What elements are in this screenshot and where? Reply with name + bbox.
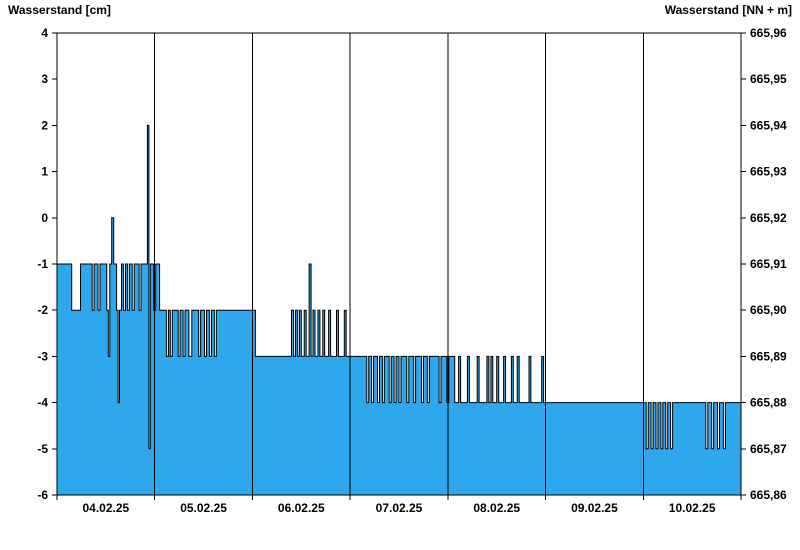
left-axis-tick-label: 1 — [41, 165, 48, 179]
left-axis-tick-label: -5 — [37, 442, 48, 456]
left-axis-tick-label: 0 — [41, 211, 48, 225]
right-axis-tick-label: 665,96 — [750, 26, 787, 40]
x-axis-tick-label: 07.02.25 — [376, 501, 423, 515]
x-axis-tick-label: 08.02.25 — [473, 501, 520, 515]
right-axis-tick-label: 665,92 — [750, 211, 787, 225]
right-axis-tick-label: 665,86 — [750, 488, 787, 502]
x-axis-tick-label: 10.02.25 — [669, 501, 716, 515]
x-axis-tick-label: 05.02.25 — [180, 501, 227, 515]
right-axis-tick-label: 665,88 — [750, 396, 787, 410]
x-axis-tick-label: 04.02.25 — [82, 501, 129, 515]
series-line — [57, 124, 741, 450]
left-axis-tick-label: -4 — [37, 396, 48, 410]
left-axis-tick-label: 3 — [41, 72, 48, 86]
left-axis-tick-label: -3 — [37, 349, 48, 363]
left-axis-tick-label: -2 — [37, 303, 48, 317]
right-axis-tick-label: 665,94 — [750, 118, 787, 132]
x-axis-tick-label: 06.02.25 — [278, 501, 325, 515]
left-axis-tick-label: -1 — [37, 257, 48, 271]
left-axis-tick-label: 4 — [41, 26, 48, 40]
left-axis-tick-label: 2 — [41, 118, 48, 132]
right-axis-tick-label: 665,93 — [750, 165, 787, 179]
left-axis-tick-label: -6 — [37, 488, 48, 502]
right-axis-tick-label: 665,90 — [750, 303, 787, 317]
right-axis-title: Wasserstand [NN + m] — [665, 3, 792, 17]
x-axis-tick-label: 09.02.25 — [571, 501, 618, 515]
right-axis-tick-label: 665,91 — [750, 257, 787, 271]
plot-area: 4 3 2 1 0 -1 -2 -3 -4 -5 -6 665,96 665,95 665,94 665,9… — [37, 26, 787, 515]
right-axis-tick-label: 665,89 — [750, 349, 787, 363]
right-axis-tick-label: 665,95 — [750, 72, 787, 86]
left-axis-title: Wasserstand [cm] — [8, 3, 111, 17]
right-axis-tick-label: 665,87 — [750, 442, 787, 456]
